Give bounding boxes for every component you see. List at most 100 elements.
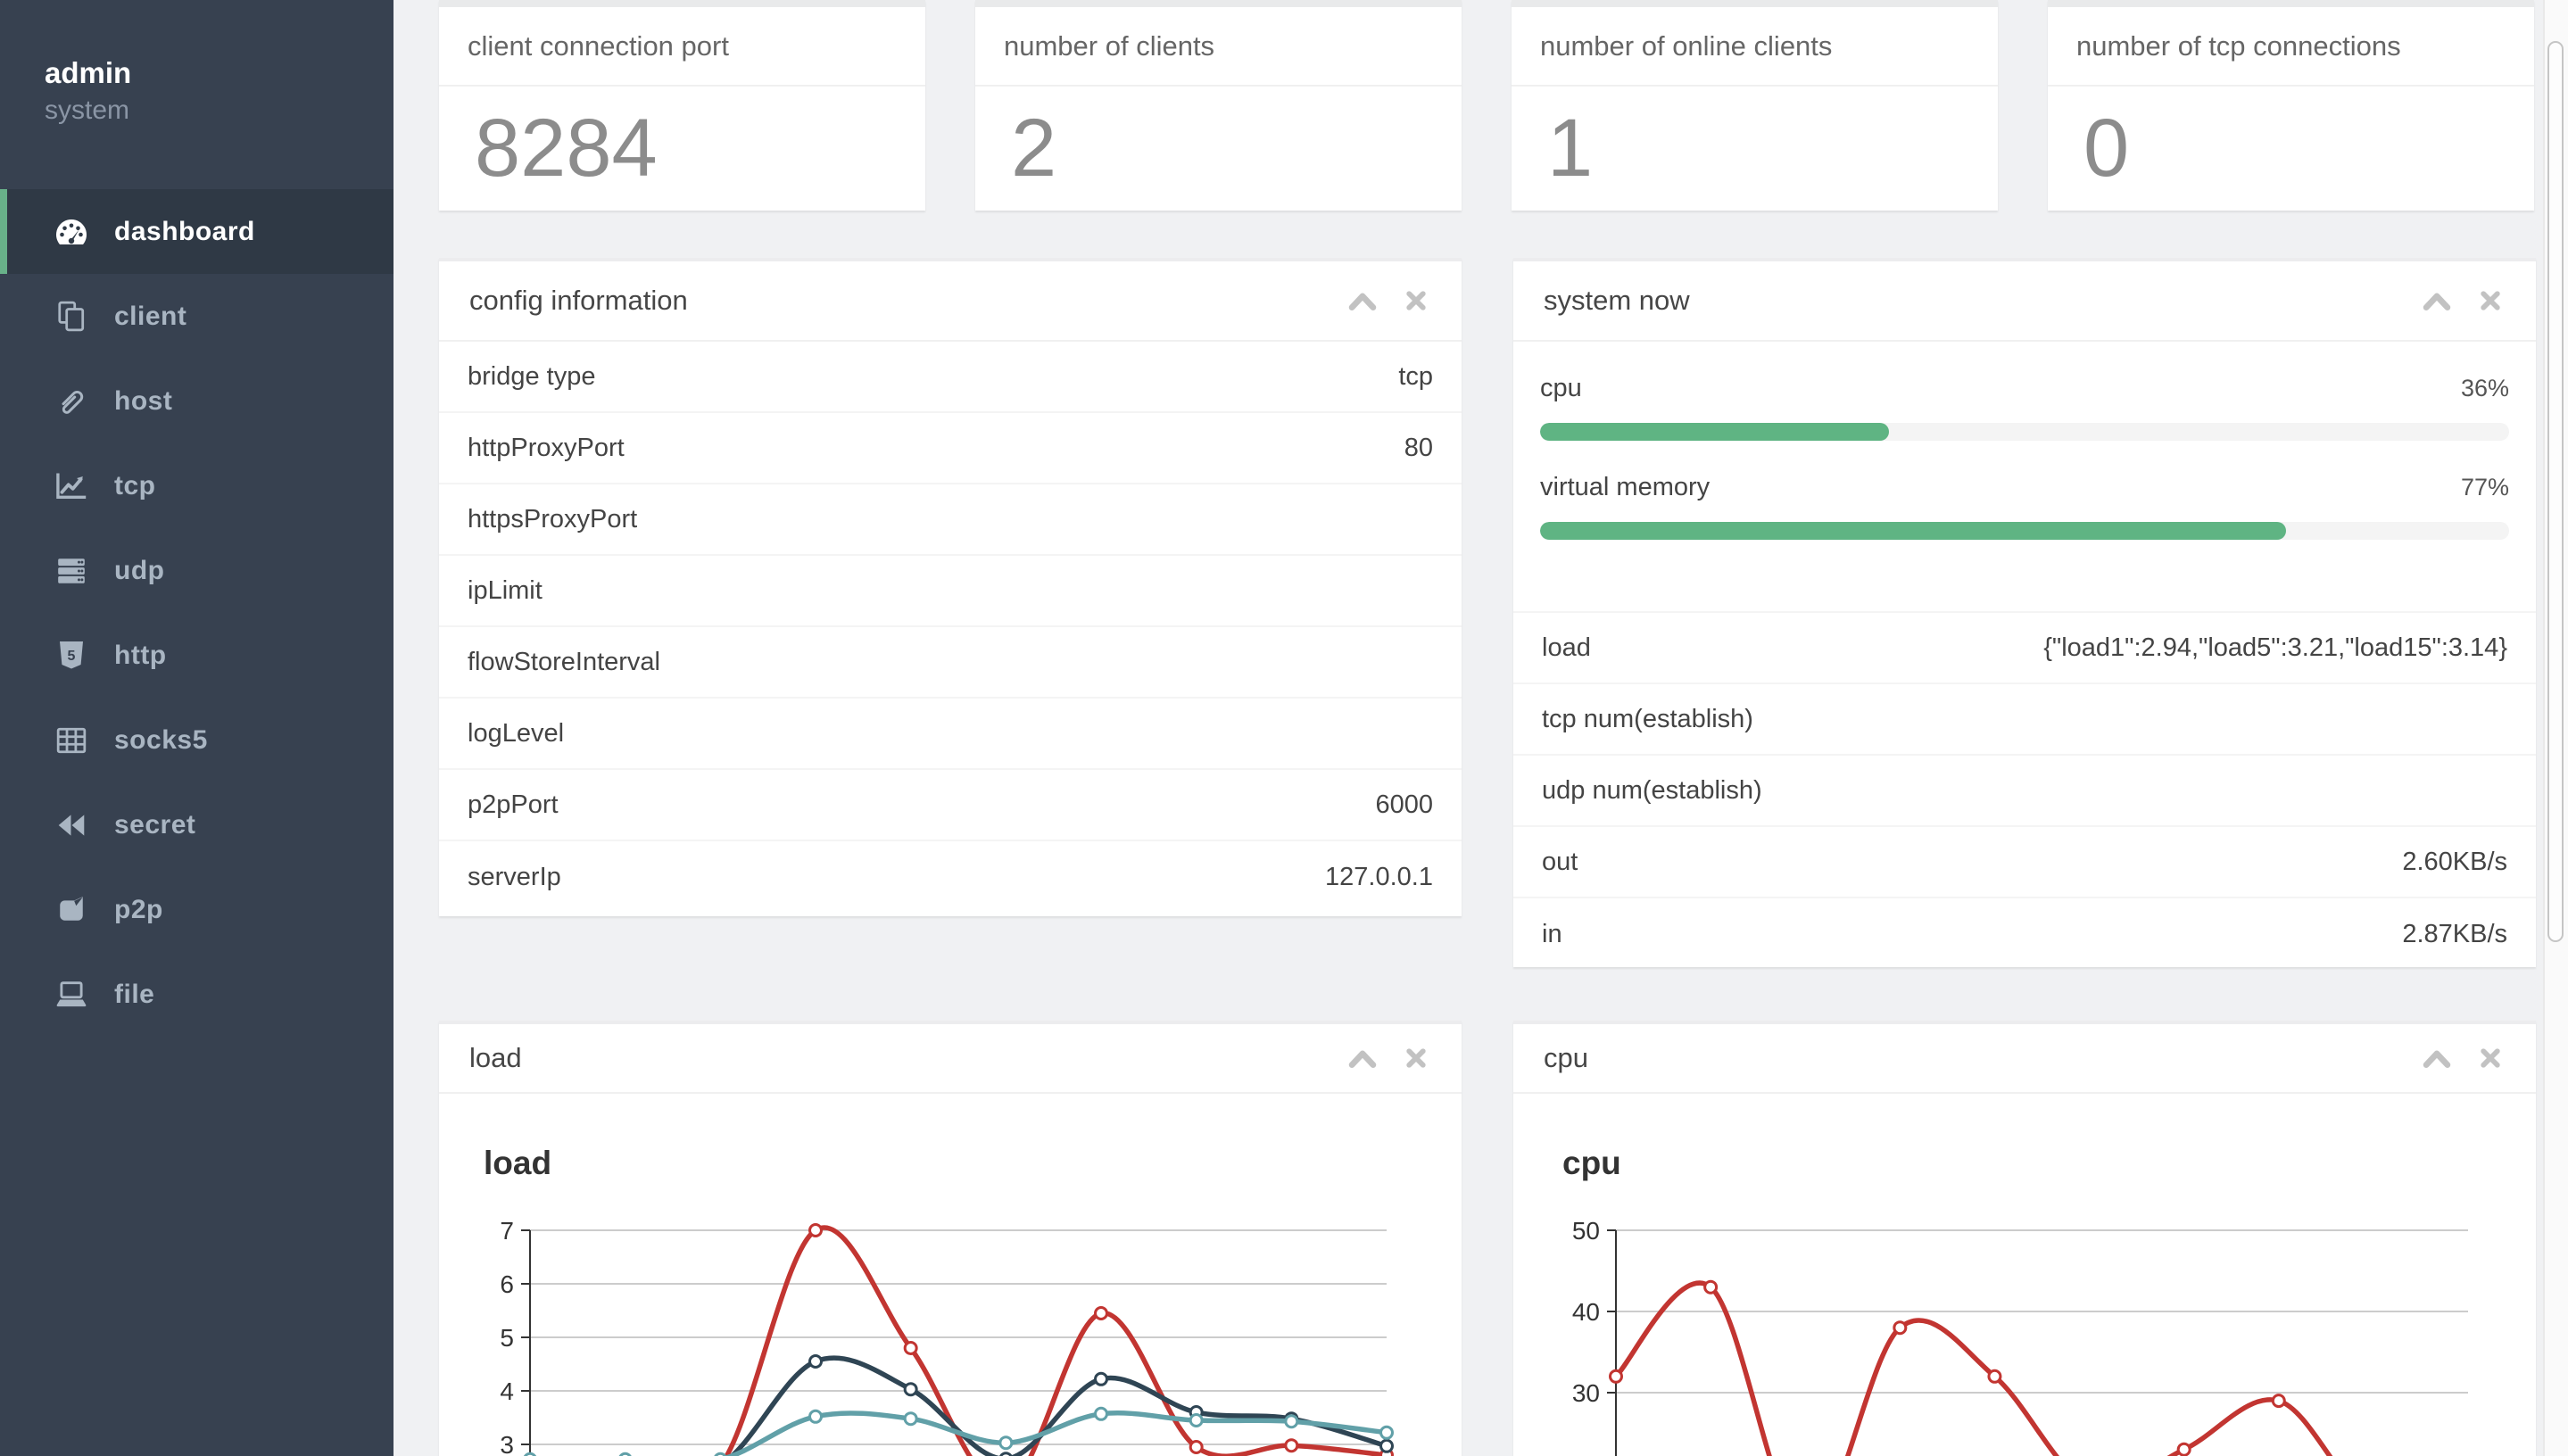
stat-card-title: number of online clients (1512, 7, 1998, 87)
info-row-httpsproxyport: httpsProxyPort (439, 484, 1462, 556)
info-row-out: out 2.60KB/s (1513, 827, 2536, 898)
sidebar-item-socks5[interactable]: socks5 (0, 698, 393, 782)
info-row-flowstoreinterval: flowStoreInterval (439, 627, 1462, 699)
sidebar-item-label: client (114, 301, 187, 331)
vertical-scrollbar-track[interactable] (2543, 0, 2568, 1456)
close-icon[interactable] (1401, 1043, 1431, 1073)
memory-gauge: virtual memory 77% (1540, 473, 2509, 540)
info-row-label: p2pPort (468, 790, 559, 819)
info-row-udp-num-establish-: udp num(establish) (1513, 756, 2536, 827)
load-chart-panel: load load 7 6 5 4 3 (439, 1021, 1462, 1456)
sidebar-item-http[interactable]: 5 http (0, 613, 393, 698)
server-icon (52, 554, 91, 588)
y-axis-tick-label: 40 (1572, 1298, 1600, 1326)
close-icon[interactable] (2475, 1043, 2506, 1073)
info-row-label: bridge type (468, 361, 596, 391)
shape-icon (52, 893, 91, 927)
series-line-load5 (728, 1355, 1389, 1456)
line-chart-icon (52, 469, 91, 503)
y-axis-tick-label: 30 (1572, 1379, 1600, 1407)
config-panel-tools (1347, 261, 1431, 340)
collapse-icon[interactable] (1347, 285, 1378, 316)
cpu-gauge-track (1540, 423, 2509, 441)
sidebar-item-udp[interactable]: udp (0, 528, 393, 613)
y-axis-tick-label: 5 (500, 1324, 514, 1352)
load-chart-area: load 7 6 5 4 3 (439, 1094, 1462, 1456)
info-row-value: 127.0.0.1 (1325, 862, 1433, 891)
system-now-panel: system now cpu 36% (1513, 258, 2536, 967)
config-panel-title: config information (469, 285, 688, 316)
info-row-loglevel: logLevel (439, 699, 1462, 770)
load-panel-header: load (439, 1024, 1462, 1094)
system-rows: load {"load1":2.94,"load5":3.21,"load15":… (1513, 611, 2536, 970)
info-row-value: tcp (1398, 361, 1433, 391)
sidebar: admin system dashboard client host tcp udp 5 h… (0, 0, 393, 1456)
sidebar-item-file[interactable]: file (0, 952, 393, 1037)
system-panel-header: system now (1513, 261, 2536, 342)
series-line-load15 (723, 1410, 1389, 1456)
info-row-serverip: serverIp 127.0.0.1 (439, 841, 1462, 913)
info-row-value: 80 (1404, 433, 1433, 462)
info-row-label: tcp num(establish) (1542, 704, 1753, 733)
cpu-chart-panel: cpu cpu50403020 (1513, 1021, 2536, 1456)
sidebar-item-label: udp (114, 555, 165, 585)
info-row-value: {"load1":2.94,"load5":3.21,"load15":3.14… (2043, 633, 2507, 662)
stat-card-0: client connection port 8284 (439, 0, 925, 211)
info-row-bridge-type: bridge type tcp (439, 342, 1462, 413)
chart-title: cpu (1562, 1145, 1621, 1181)
cpu-gauge-fill (1540, 423, 1889, 441)
sidebar-item-tcp[interactable]: tcp (0, 443, 393, 528)
collapse-icon[interactable] (2422, 285, 2452, 316)
close-icon[interactable] (2475, 285, 2506, 316)
main-content: client connection port 8284 number of clie… (393, 0, 2568, 1456)
y-axis-tick-label: 6 (500, 1270, 514, 1298)
laptop-icon (52, 978, 91, 1012)
system-panel-body: cpu 36% virtual memory 77% load {"load1":… (1513, 342, 2536, 969)
stat-card-2: number of online clients 1 (1512, 0, 1998, 211)
memory-gauge-track (1540, 522, 2509, 540)
sidebar-item-host[interactable]: host (0, 359, 393, 443)
user-panel: admin system (45, 54, 131, 128)
y-axis-tick-label: 3 (500, 1431, 514, 1456)
info-row-label: flowStoreInterval (468, 647, 660, 676)
info-row-value: 2.60KB/s (2402, 847, 2507, 876)
sidebar-item-secret[interactable]: secret (0, 782, 393, 867)
y-axis-tick-label: 7 (500, 1217, 514, 1245)
info-row-label: load (1542, 633, 1591, 662)
chart-title: load (484, 1145, 551, 1181)
info-row-tcp-num-establish-: tcp num(establish) (1513, 684, 2536, 756)
stat-card-value: 1 (1547, 103, 1594, 194)
sidebar-item-label: http (114, 640, 167, 670)
info-row-label: in (1542, 919, 1562, 948)
documents-icon (52, 300, 91, 334)
info-row-value: 2.87KB/s (2402, 919, 2507, 948)
paperclip-icon (52, 385, 91, 418)
html5-icon: 5 (52, 639, 91, 673)
vertical-scrollbar-thumb[interactable] (2547, 41, 2564, 942)
y-axis-tick-label: 50 (1572, 1217, 1600, 1245)
stat-card-value: 0 (2083, 103, 2130, 194)
close-icon[interactable] (1401, 285, 1431, 316)
load-chart: load 7 6 5 4 3 (484, 1145, 1394, 1456)
sidebar-item-client[interactable]: client (0, 274, 393, 359)
info-row-load: load {"load1":2.94,"load5":3.21,"load15":… (1513, 613, 2536, 684)
system-panel-title: system now (1544, 285, 1690, 316)
sidebar-item-p2p[interactable]: p2p (0, 867, 393, 952)
table-icon (52, 724, 91, 757)
info-row-label: httpsProxyPort (468, 504, 638, 534)
stat-card-title: number of tcp connections (2048, 7, 2534, 87)
collapse-icon[interactable] (2422, 1043, 2452, 1073)
svg-text:5: 5 (68, 649, 76, 664)
info-row-label: ipLimit (468, 575, 543, 605)
sidebar-item-label: host (114, 385, 173, 416)
y-axis-tick-label: 4 (500, 1377, 514, 1405)
info-row-label: serverIp (468, 862, 561, 891)
info-row-in: in 2.87KB/s (1513, 898, 2536, 970)
collapse-icon[interactable] (1347, 1043, 1378, 1073)
backward-icon (52, 808, 91, 842)
cpu-gauge-label: cpu (1540, 374, 1582, 402)
memory-gauge-percent: 77% (2460, 474, 2509, 500)
user-name: admin (45, 56, 132, 89)
cpu-chart-area: cpu50403020 (1513, 1094, 2536, 1456)
sidebar-item-dashboard[interactable]: dashboard (0, 189, 393, 274)
